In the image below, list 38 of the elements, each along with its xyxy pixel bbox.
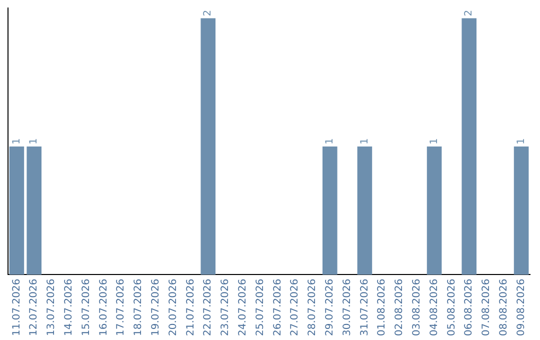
x-tick-label: 09.08.2026 — [516, 278, 527, 336]
x-tick-label: 24.07.2026 — [237, 278, 248, 336]
x-tick-label: 02.08.2026 — [394, 278, 406, 336]
x-tick-label: 25.07.2026 — [254, 278, 266, 336]
data-label: 1 — [28, 138, 40, 144]
x-tick-label: 21.07.2026 — [185, 278, 196, 336]
x-tick-label: 15.07.2026 — [80, 278, 92, 336]
x-tick-label: 03.08.2026 — [411, 278, 422, 336]
data-label: 2 — [202, 10, 214, 16]
data-label: 1 — [516, 138, 527, 144]
x-tick-label: 20.07.2026 — [168, 278, 179, 336]
x-tick-label: 31.07.2026 — [359, 278, 370, 336]
x-tick-label: 04.08.2026 — [428, 278, 440, 336]
x-tick-label: 14.07.2026 — [63, 278, 74, 336]
data-label: 1 — [359, 138, 370, 144]
x-tick-label: 06.08.2026 — [464, 278, 475, 336]
x-tick-label: 26.07.2026 — [272, 278, 284, 336]
x-tick-label: 22.07.2026 — [202, 278, 214, 336]
x-tick-label: 13.07.2026 — [46, 278, 58, 336]
x-tick-label: 07.08.2026 — [481, 278, 492, 336]
x-tick-label: 11.07.2026 — [11, 278, 22, 336]
x-tick-label: 19.07.2026 — [150, 278, 162, 336]
x-tick-label: 27.07.2026 — [290, 278, 301, 336]
data-label: 1 — [11, 138, 22, 144]
x-tick-label: 18.07.2026 — [133, 278, 144, 336]
data-label: 2 — [464, 10, 475, 16]
data-label: 1 — [324, 138, 336, 144]
x-tick-label: 28.07.2026 — [307, 278, 318, 336]
x-tick-label: 01.08.2026 — [376, 278, 388, 336]
x-tick-label: 12.07.2026 — [28, 278, 40, 336]
data-label: 1 — [428, 138, 440, 144]
x-tick-label: 30.07.2026 — [342, 278, 353, 336]
x-tick-label: 17.07.2026 — [116, 278, 127, 336]
x-tick-label: 29.07.2026 — [324, 278, 336, 336]
x-tick-label: 05.08.2026 — [446, 278, 458, 336]
x-tick-label: 16.07.2026 — [98, 278, 110, 336]
x-tick-label: 08.08.2026 — [498, 278, 510, 336]
x-tick-label: 23.07.2026 — [220, 278, 232, 336]
